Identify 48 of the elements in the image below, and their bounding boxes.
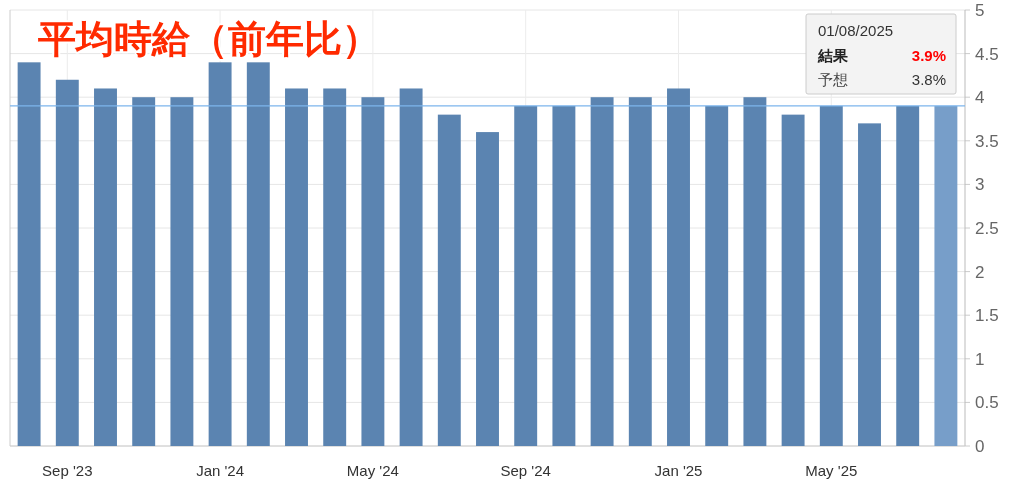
bar	[667, 88, 690, 446]
bar	[17, 62, 41, 446]
bar	[552, 105, 576, 446]
bar	[323, 88, 347, 446]
bar	[743, 97, 767, 446]
bar	[705, 105, 729, 446]
bar	[476, 132, 499, 446]
bar	[514, 105, 538, 446]
y-tick-label: 4	[975, 88, 985, 108]
bar	[361, 97, 385, 446]
y-tick-label: 5	[975, 1, 985, 20]
y-tick-label: 4.5	[975, 44, 999, 64]
bar	[590, 97, 614, 446]
bar	[208, 62, 232, 446]
y-tick-label: 2.5	[975, 219, 999, 238]
y-tick-label: 0	[975, 437, 985, 456]
bar	[934, 105, 958, 446]
annotation: 3.8%	[911, 71, 946, 88]
y-tick-label: 3.5	[975, 131, 999, 151]
bar	[819, 105, 843, 446]
y-tick-label: 0.5	[975, 393, 999, 413]
y-tick-label: 3	[975, 175, 985, 195]
y-tick-label: 2	[975, 262, 985, 282]
annotation: 結果	[817, 47, 849, 64]
y-tick-label: 1	[975, 349, 985, 369]
bar	[781, 114, 805, 446]
x-tick-label: Sep '23	[42, 462, 93, 479]
bar	[246, 62, 270, 446]
annotation: 予想	[818, 71, 848, 88]
bar	[55, 79, 79, 446]
y-tick-label: 1.5	[975, 306, 999, 326]
bar	[399, 88, 423, 446]
bar	[94, 88, 117, 446]
chart-title: 平均時給（前年比）	[38, 17, 380, 61]
bar	[896, 105, 920, 446]
x-tick-label: Sep '24	[500, 462, 551, 479]
annotation: 3.9%	[911, 47, 946, 64]
x-tick-label: May '24	[346, 462, 399, 479]
annotation: 01/08/2025	[818, 22, 894, 39]
x-tick-label: Jan '24	[196, 462, 245, 479]
bar	[858, 123, 881, 446]
x-tick-label: Jan '25	[654, 462, 703, 479]
bar	[437, 114, 461, 446]
x-tick-label: May '25	[805, 462, 858, 479]
bar	[170, 97, 194, 446]
bar	[132, 97, 156, 446]
bar	[628, 97, 652, 446]
bar	[285, 88, 308, 446]
